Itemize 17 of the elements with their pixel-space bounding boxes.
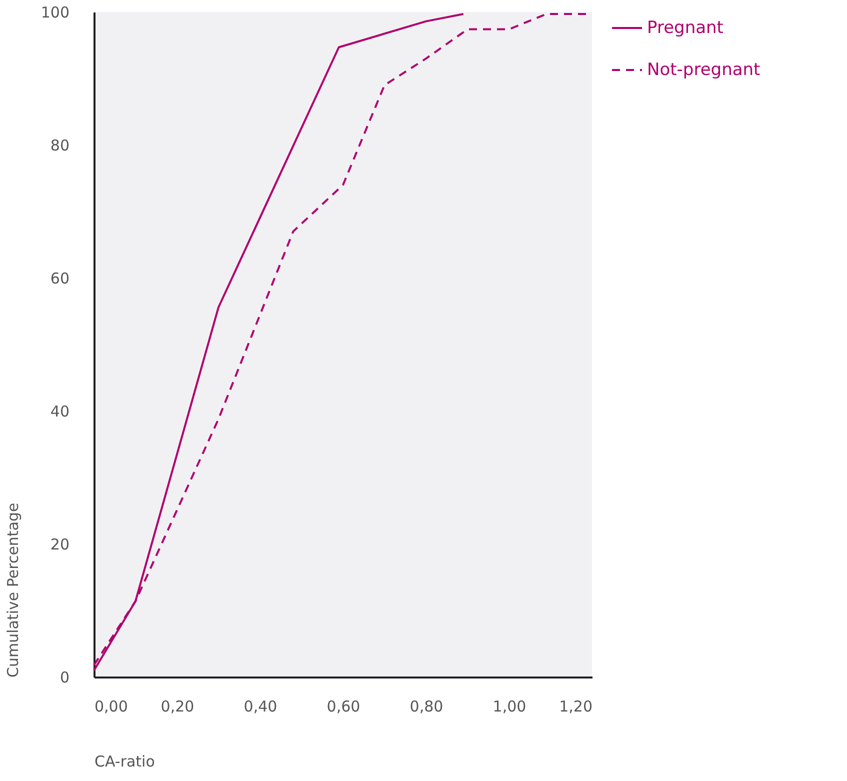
- y-axis-title: Cumulative Percentage: [4, 502, 22, 678]
- x-tick-label: 0,60: [326, 698, 360, 716]
- y-tick-label: 0: [60, 668, 70, 686]
- x-tick-label: 1,20: [559, 698, 592, 716]
- y-tick-label: 40: [50, 402, 70, 420]
- x-axis-title: CA-ratio: [94, 752, 155, 770]
- x-tick-label: 0,40: [244, 698, 278, 716]
- x-tick-label: 0,00: [94, 698, 128, 716]
- y-tick-label: 60: [50, 270, 70, 288]
- x-tick-label: 0,80: [410, 698, 444, 716]
- y-tick-label: 80: [50, 136, 70, 154]
- y-tick-label: 100: [40, 4, 70, 22]
- legend-label: Not-pregnant: [647, 60, 761, 80]
- x-tick-label: 0,20: [160, 698, 194, 716]
- y-tick-label: 20: [50, 536, 70, 554]
- x-tick-label: 1,00: [492, 698, 526, 716]
- legend-label: Pregnant: [647, 18, 724, 38]
